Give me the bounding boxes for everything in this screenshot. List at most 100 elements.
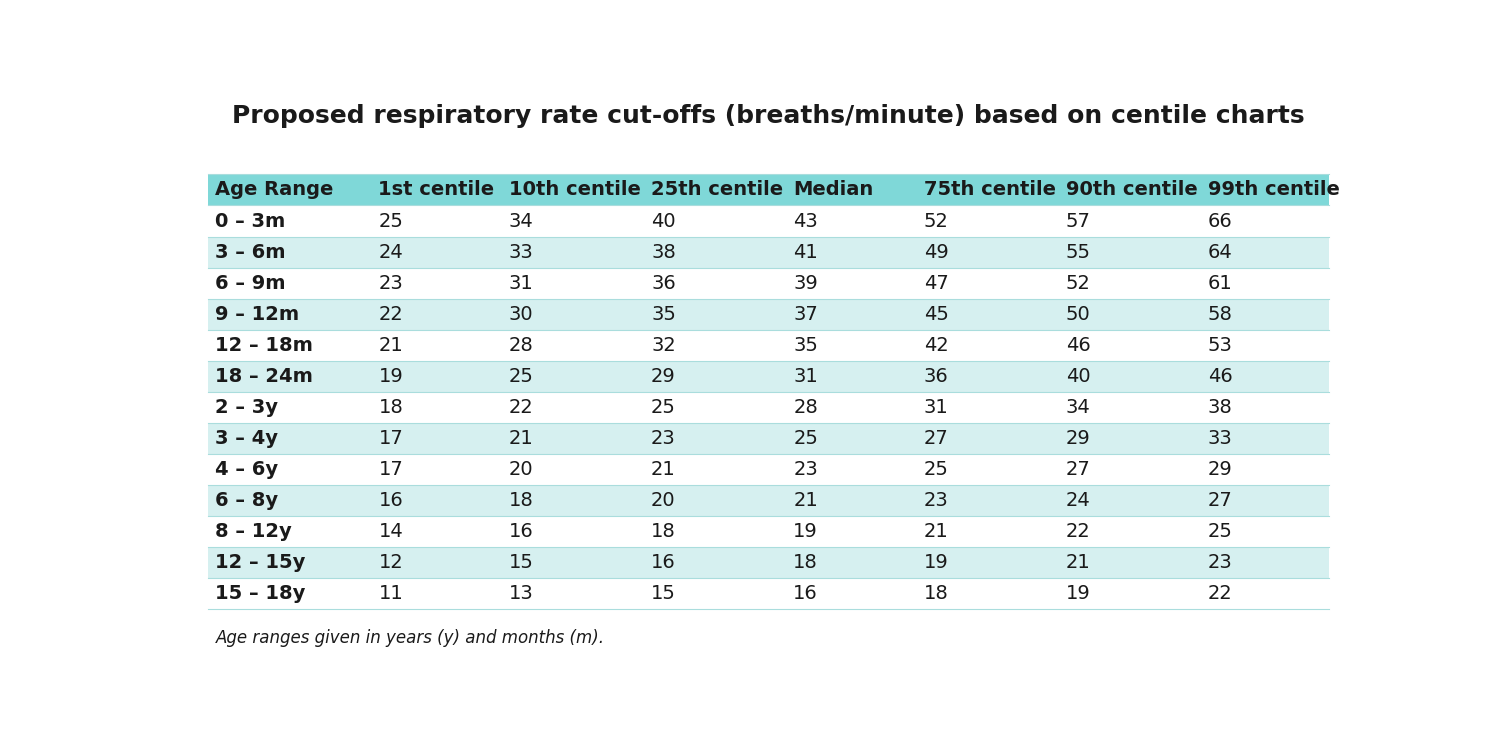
- Text: 25th centile: 25th centile: [651, 181, 783, 200]
- Text: 14: 14: [378, 522, 404, 541]
- Text: 23: 23: [924, 491, 948, 510]
- Text: 15: 15: [509, 553, 534, 572]
- Text: 9 – 12m: 9 – 12m: [216, 305, 300, 324]
- Text: 18: 18: [509, 491, 534, 510]
- Text: 19: 19: [794, 522, 818, 541]
- Text: 33: 33: [1208, 429, 1233, 448]
- Text: 29: 29: [1066, 429, 1090, 448]
- Text: 22: 22: [1208, 584, 1233, 603]
- Text: 12 – 15y: 12 – 15y: [216, 553, 306, 572]
- FancyBboxPatch shape: [209, 454, 1329, 485]
- Text: 18: 18: [651, 522, 676, 541]
- Text: 22: 22: [509, 398, 534, 417]
- Text: 25: 25: [509, 367, 534, 386]
- Text: 42: 42: [924, 336, 948, 355]
- Text: 21: 21: [509, 429, 534, 448]
- Text: 21: 21: [924, 522, 948, 541]
- Text: 16: 16: [378, 491, 404, 510]
- Text: Proposed respiratory rate cut-offs (breaths/minute) based on centile charts: Proposed respiratory rate cut-offs (brea…: [232, 105, 1305, 129]
- Text: 25: 25: [924, 460, 948, 479]
- FancyBboxPatch shape: [209, 516, 1329, 547]
- Text: 37: 37: [794, 305, 818, 324]
- Text: 31: 31: [924, 398, 948, 417]
- Text: 39: 39: [794, 273, 818, 293]
- Text: 28: 28: [794, 398, 818, 417]
- Text: 4 – 6y: 4 – 6y: [216, 460, 279, 479]
- Text: Median: Median: [794, 181, 873, 200]
- Text: 66: 66: [1208, 212, 1233, 230]
- Text: 40: 40: [651, 212, 675, 230]
- Text: 52: 52: [1066, 273, 1090, 293]
- Text: 3 – 4y: 3 – 4y: [216, 429, 279, 448]
- Text: 90th centile: 90th centile: [1066, 181, 1197, 200]
- Text: 18: 18: [924, 584, 948, 603]
- Text: 12: 12: [378, 553, 404, 572]
- Text: 75th centile: 75th centile: [924, 181, 1056, 200]
- Text: 27: 27: [1208, 491, 1233, 510]
- Text: 52: 52: [924, 212, 948, 230]
- Text: 15 – 18y: 15 – 18y: [216, 584, 306, 603]
- Text: 24: 24: [378, 242, 404, 261]
- FancyBboxPatch shape: [209, 423, 1329, 454]
- Text: 16: 16: [509, 522, 534, 541]
- Text: 41: 41: [794, 242, 818, 261]
- Text: 13: 13: [509, 584, 534, 603]
- Text: 18: 18: [794, 553, 818, 572]
- Text: 21: 21: [651, 460, 676, 479]
- Text: 21: 21: [1066, 553, 1090, 572]
- Text: 29: 29: [651, 367, 676, 386]
- Text: 35: 35: [651, 305, 676, 324]
- Text: 25: 25: [794, 429, 818, 448]
- Text: 6 – 9m: 6 – 9m: [216, 273, 286, 293]
- Text: 38: 38: [1208, 398, 1233, 417]
- FancyBboxPatch shape: [209, 485, 1329, 516]
- Text: 18: 18: [378, 398, 404, 417]
- Text: 57: 57: [1066, 212, 1090, 230]
- Text: 46: 46: [1066, 336, 1090, 355]
- Text: 21: 21: [378, 336, 404, 355]
- FancyBboxPatch shape: [209, 236, 1329, 267]
- Text: 12 – 18m: 12 – 18m: [216, 336, 314, 355]
- FancyBboxPatch shape: [209, 330, 1329, 361]
- Text: 49: 49: [924, 242, 948, 261]
- Text: 25: 25: [378, 212, 404, 230]
- Text: 17: 17: [378, 460, 404, 479]
- Text: 40: 40: [1066, 367, 1090, 386]
- Text: 27: 27: [1066, 460, 1090, 479]
- Text: 6 – 8y: 6 – 8y: [216, 491, 279, 510]
- Text: 18 – 24m: 18 – 24m: [216, 367, 314, 386]
- Text: 27: 27: [924, 429, 948, 448]
- Text: 33: 33: [509, 242, 534, 261]
- Text: 28: 28: [509, 336, 534, 355]
- Text: 99th centile: 99th centile: [1208, 181, 1340, 200]
- Text: 21: 21: [794, 491, 818, 510]
- Text: 16: 16: [651, 553, 676, 572]
- Text: Age Range: Age Range: [216, 181, 334, 200]
- Text: 50: 50: [1066, 305, 1090, 324]
- Text: 23: 23: [651, 429, 676, 448]
- Text: 1st centile: 1st centile: [378, 181, 495, 200]
- Text: 29: 29: [1208, 460, 1233, 479]
- Text: 3 – 6m: 3 – 6m: [216, 242, 286, 261]
- Text: 32: 32: [651, 336, 676, 355]
- Text: 47: 47: [924, 273, 948, 293]
- Text: 22: 22: [1066, 522, 1090, 541]
- FancyBboxPatch shape: [209, 299, 1329, 330]
- Text: 25: 25: [1208, 522, 1233, 541]
- Text: 15: 15: [651, 584, 676, 603]
- Text: 36: 36: [651, 273, 676, 293]
- Text: 23: 23: [378, 273, 404, 293]
- Text: 58: 58: [1208, 305, 1233, 324]
- FancyBboxPatch shape: [209, 267, 1329, 299]
- Text: 11: 11: [378, 584, 404, 603]
- Text: 31: 31: [794, 367, 818, 386]
- Text: 45: 45: [924, 305, 948, 324]
- Text: 8 – 12y: 8 – 12y: [216, 522, 292, 541]
- FancyBboxPatch shape: [209, 175, 1329, 206]
- Text: 17: 17: [378, 429, 404, 448]
- Text: 19: 19: [378, 367, 404, 386]
- FancyBboxPatch shape: [209, 361, 1329, 392]
- Text: 19: 19: [1066, 584, 1090, 603]
- Text: 34: 34: [1066, 398, 1090, 417]
- Text: 61: 61: [1208, 273, 1233, 293]
